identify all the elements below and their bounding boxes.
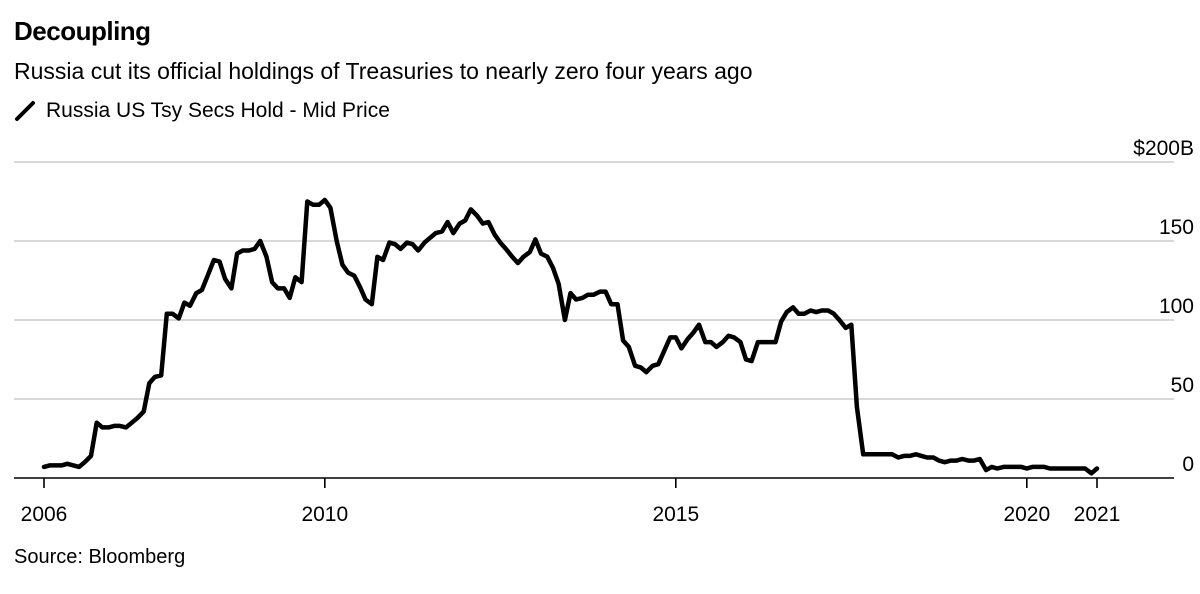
y-tick-label: 0 — [1182, 453, 1194, 476]
series-layer — [41, 197, 1100, 476]
y-axis-tick-labels: 0 50 100 150 $200B — [1133, 137, 1194, 476]
y-tick-label: 150 — [1159, 216, 1194, 239]
gridlines — [14, 161, 1174, 400]
x-tick-label: 2010 — [301, 503, 348, 526]
legend: Russia US Tsy Secs Hold - Mid Price — [14, 98, 390, 124]
y-tick-label: $200B — [1133, 137, 1194, 160]
x-tick-label: 2015 — [652, 503, 699, 526]
chart-title: Decoupling — [14, 16, 151, 46]
x-tick-label: 2020 — [1003, 503, 1050, 526]
x-tick-label: 2021 — [1074, 503, 1121, 526]
x-axis: 2006 2010 2015 2020 2021 — [14, 477, 1174, 526]
legend-label: Russia US Tsy Secs Hold - Mid Price — [46, 99, 390, 122]
legend-line-icon — [15, 101, 35, 121]
chart-subtitle: Russia cut its official holdings of Trea… — [14, 58, 753, 84]
y-tick-label: 100 — [1159, 295, 1194, 318]
x-tick-label: 2006 — [21, 503, 68, 526]
y-tick-label: 50 — [1171, 374, 1194, 397]
series-line-russia-tsy-holdings — [41, 197, 1100, 476]
source-note: Source: Bloomberg — [14, 546, 186, 568]
